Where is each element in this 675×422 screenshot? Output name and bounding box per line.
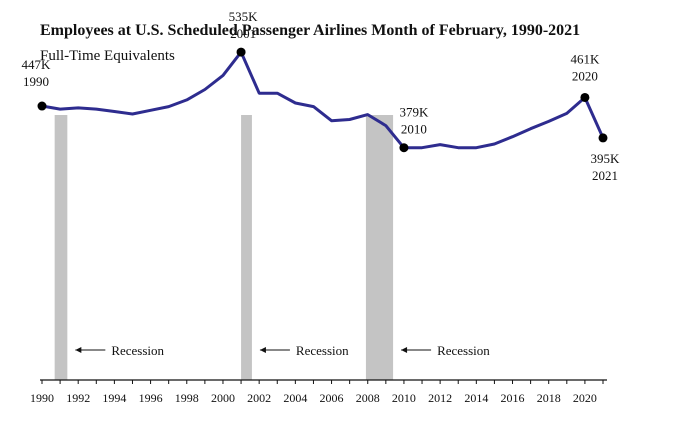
x-tick-label: 2000 <box>211 391 235 405</box>
x-tick-label: 2014 <box>464 391 488 405</box>
recession-arrow <box>75 347 106 353</box>
annotation-points <box>37 47 608 153</box>
annotation-point <box>236 47 246 57</box>
annotation-value-label: 379K <box>399 105 429 120</box>
recession-label: Recession <box>437 343 490 358</box>
x-tick-label: 1996 <box>139 391 163 405</box>
x-axis: 1990 1992 1994 1996 1998 2000 2002 2004 2006 2008… <box>30 379 607 405</box>
chart-title: Employees at U.S. Scheduled Passenger Ai… <box>40 22 581 39</box>
x-tick-label: 2010 <box>392 391 416 405</box>
annotation-point <box>399 143 409 153</box>
annotation-point <box>580 92 590 102</box>
annotation-value-label: 461K <box>570 51 600 66</box>
recession-arrow <box>401 347 432 353</box>
recession-bands: Recession Recession Recession <box>54 115 490 380</box>
recession-arrow <box>259 347 290 353</box>
chart-subtitle: Full-Time Equivalents <box>40 48 175 64</box>
annotation-value-label: 535K <box>229 9 259 24</box>
x-tick-label: 1998 <box>175 391 199 405</box>
x-tick-label: 1994 <box>102 391 126 405</box>
x-tick-label: 2008 <box>356 391 380 405</box>
recession-label: Recession <box>111 343 164 358</box>
annotation-year-label: 2020 <box>572 68 598 83</box>
annotation-value-label: 447K <box>22 57 52 72</box>
x-tick-label: 2020 <box>573 391 597 405</box>
recession-band <box>365 115 394 380</box>
x-tick-label: 1992 <box>66 391 90 405</box>
annotation-year-label: 1990 <box>23 74 49 89</box>
annotation-year-label: 2001 <box>230 26 256 41</box>
annotation-point <box>598 133 608 143</box>
series-line <box>40 50 605 150</box>
x-tick-label: 2018 <box>537 391 561 405</box>
x-tick-label: 2016 <box>501 391 525 405</box>
x-tick-label: 2012 <box>428 391 452 405</box>
recession-band <box>54 115 68 380</box>
x-tick-label: 2006 <box>320 391 344 405</box>
x-tick-label: 2004 <box>283 391 307 405</box>
x-tick-label: 2002 <box>247 391 271 405</box>
annotation-point <box>37 101 47 111</box>
annotation-year-label: 2010 <box>401 122 427 137</box>
annotation-value-label: 395K <box>591 151 621 166</box>
x-tick-label: 1990 <box>30 391 54 405</box>
series-layer <box>40 50 605 150</box>
recession-band <box>241 115 252 380</box>
annotation-labels: 447K 1990 535K 2001 379K 2010 461K 2020 395K 2021 <box>22 9 621 183</box>
recession-label: Recession <box>296 343 349 358</box>
annotation-year-label: 2021 <box>592 168 618 183</box>
